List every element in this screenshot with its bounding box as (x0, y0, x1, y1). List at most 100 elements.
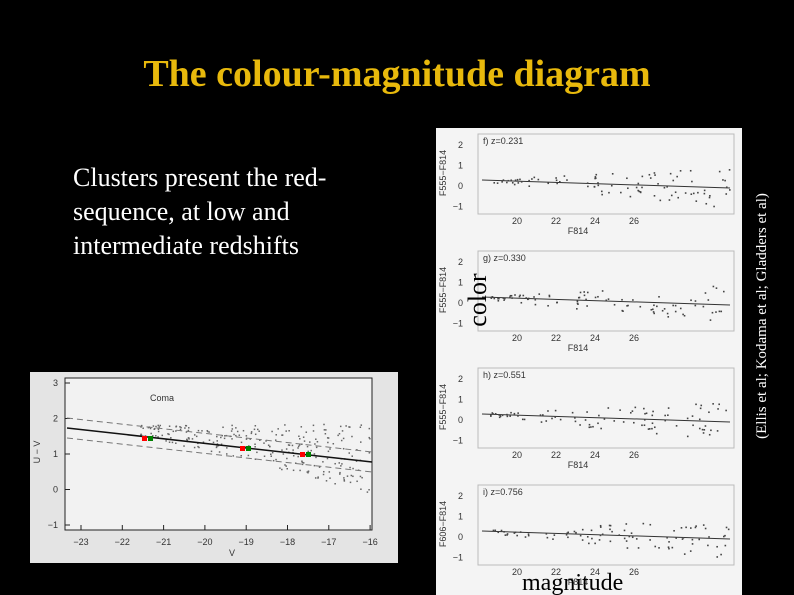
scatter-dot (368, 436, 370, 439)
scatter-dot (664, 414, 666, 417)
scatter-dot (514, 179, 517, 182)
highlight-dot (306, 452, 311, 457)
scatter-dot (315, 456, 317, 459)
scatter-dot (619, 409, 621, 411)
y-tick-label: 3 (53, 378, 58, 388)
scatter-dot (577, 303, 579, 305)
scatter-dot (692, 192, 695, 195)
scatter-dot (206, 430, 209, 433)
scatter-dot (720, 310, 723, 313)
scatter-dot (288, 444, 291, 446)
scatter-dot (517, 415, 519, 417)
scatter-dot (626, 547, 629, 549)
scatter-dot (301, 463, 304, 466)
scatter-dot (265, 440, 267, 442)
scatter-dot (286, 457, 288, 460)
scatter-dot (691, 415, 694, 417)
scatter-dot (547, 410, 549, 412)
scatter-dot (608, 191, 610, 194)
citation: (Ellis et al; Kodama et al; Gladders et … (754, 193, 770, 439)
scatter-dot (230, 430, 233, 432)
scatter-dot (159, 424, 162, 427)
scatter-dot (339, 425, 342, 428)
scatter-dot (722, 535, 725, 538)
scatter-dot (709, 194, 711, 197)
scatter-dot (216, 445, 218, 448)
y-axis-label: color (463, 273, 492, 327)
scatter-dot (601, 193, 603, 196)
scatter-dot (639, 191, 642, 194)
scatter-dot (637, 547, 640, 549)
scatter-dot (220, 436, 222, 439)
scatter-dot (287, 444, 290, 446)
figures: 3 2 1 0 −1 −23 −22 −21 −20 −19 −18 −17 −16 Coma V U − V… (32, 133, 735, 587)
fit-line (66, 437, 373, 473)
scatter-dot (361, 476, 363, 479)
scatter-dot (597, 184, 600, 187)
scatter-dot (701, 428, 704, 431)
scatter-dot (322, 473, 325, 476)
scatter-dot (718, 310, 721, 313)
scatter-dot (597, 295, 599, 298)
scatter-dot (327, 441, 329, 444)
x-tick-label: 26 (629, 333, 639, 343)
highlight-dot (246, 446, 251, 451)
scatter-dot (492, 529, 495, 532)
scatter-dot (597, 422, 599, 425)
scatter-dot (583, 294, 586, 297)
scatter-dot (528, 179, 530, 182)
scatter-dot (607, 407, 610, 409)
scatter-dot (270, 455, 273, 457)
scatter-dot (554, 416, 557, 418)
scatter-dot (694, 300, 697, 302)
scatter-dot (611, 173, 614, 175)
scatter-dot (725, 186, 728, 189)
scatter-dot (343, 480, 346, 482)
scatter-dot (668, 541, 670, 543)
scatter-dot (339, 471, 341, 474)
scatter-dot (271, 451, 274, 454)
scatter-dot (546, 536, 549, 539)
scatter-dot (522, 294, 525, 297)
y-tick-label: 1 (458, 278, 463, 288)
scatter-dot (725, 409, 727, 412)
scatter-dot (718, 170, 721, 173)
highlight-dot (142, 436, 147, 441)
x-tick-label: 22 (551, 450, 561, 460)
scatter-dot (594, 296, 597, 299)
scatter-dot (537, 178, 540, 181)
scatter-dot (667, 546, 670, 549)
scatter-dot (551, 417, 553, 420)
scatter-dot (281, 449, 283, 451)
scatter-dot (490, 414, 492, 416)
scatter-dot (325, 429, 327, 431)
scatter-dot (567, 531, 570, 534)
scatter-dot (702, 524, 705, 526)
panel-x-label: F814 (568, 343, 589, 353)
scatter-dot (623, 537, 626, 540)
scatter-dot (724, 544, 727, 547)
scatter-dot (360, 488, 362, 490)
scatter-dot (197, 445, 199, 448)
scatter-dot (689, 550, 692, 552)
scatter-dot (519, 531, 522, 533)
scatter-dot (629, 195, 632, 198)
scatter-dot (503, 299, 505, 301)
scatter-dot (513, 183, 516, 186)
plot-label: Coma (150, 393, 174, 403)
scatter-dot (590, 529, 593, 532)
scatter-dot (643, 424, 646, 427)
scatter-dot (610, 184, 613, 187)
scatter-dot (509, 294, 512, 297)
scatter-dot (673, 529, 675, 532)
scatter-dot (307, 471, 309, 474)
scatter-dot (635, 538, 638, 540)
scatter-dot (577, 296, 580, 299)
scatter-dot (208, 431, 210, 433)
scatter-dot (684, 192, 687, 194)
scatter-dot (534, 303, 537, 306)
scatter-dot (302, 462, 305, 464)
scatter-dot (359, 475, 362, 478)
scatter-dot (155, 425, 157, 428)
scatter-dot (705, 202, 708, 205)
